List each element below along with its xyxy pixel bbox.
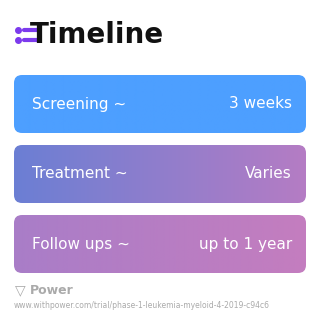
Text: Timeline: Timeline xyxy=(30,21,164,49)
Text: 3 weeks: 3 weeks xyxy=(229,96,292,112)
Text: Power: Power xyxy=(30,284,74,297)
Text: Varies: Varies xyxy=(245,166,292,181)
Text: up to 1 year: up to 1 year xyxy=(199,236,292,251)
Text: www.withpower.com/trial/phase-1-leukemia-myeloid-4-2019-c94c6: www.withpower.com/trial/phase-1-leukemia… xyxy=(14,301,270,311)
Text: Treatment ~: Treatment ~ xyxy=(32,166,128,181)
Text: Follow ups ~: Follow ups ~ xyxy=(32,236,130,251)
Text: ▽: ▽ xyxy=(15,283,25,297)
Text: Screening ~: Screening ~ xyxy=(32,96,126,112)
